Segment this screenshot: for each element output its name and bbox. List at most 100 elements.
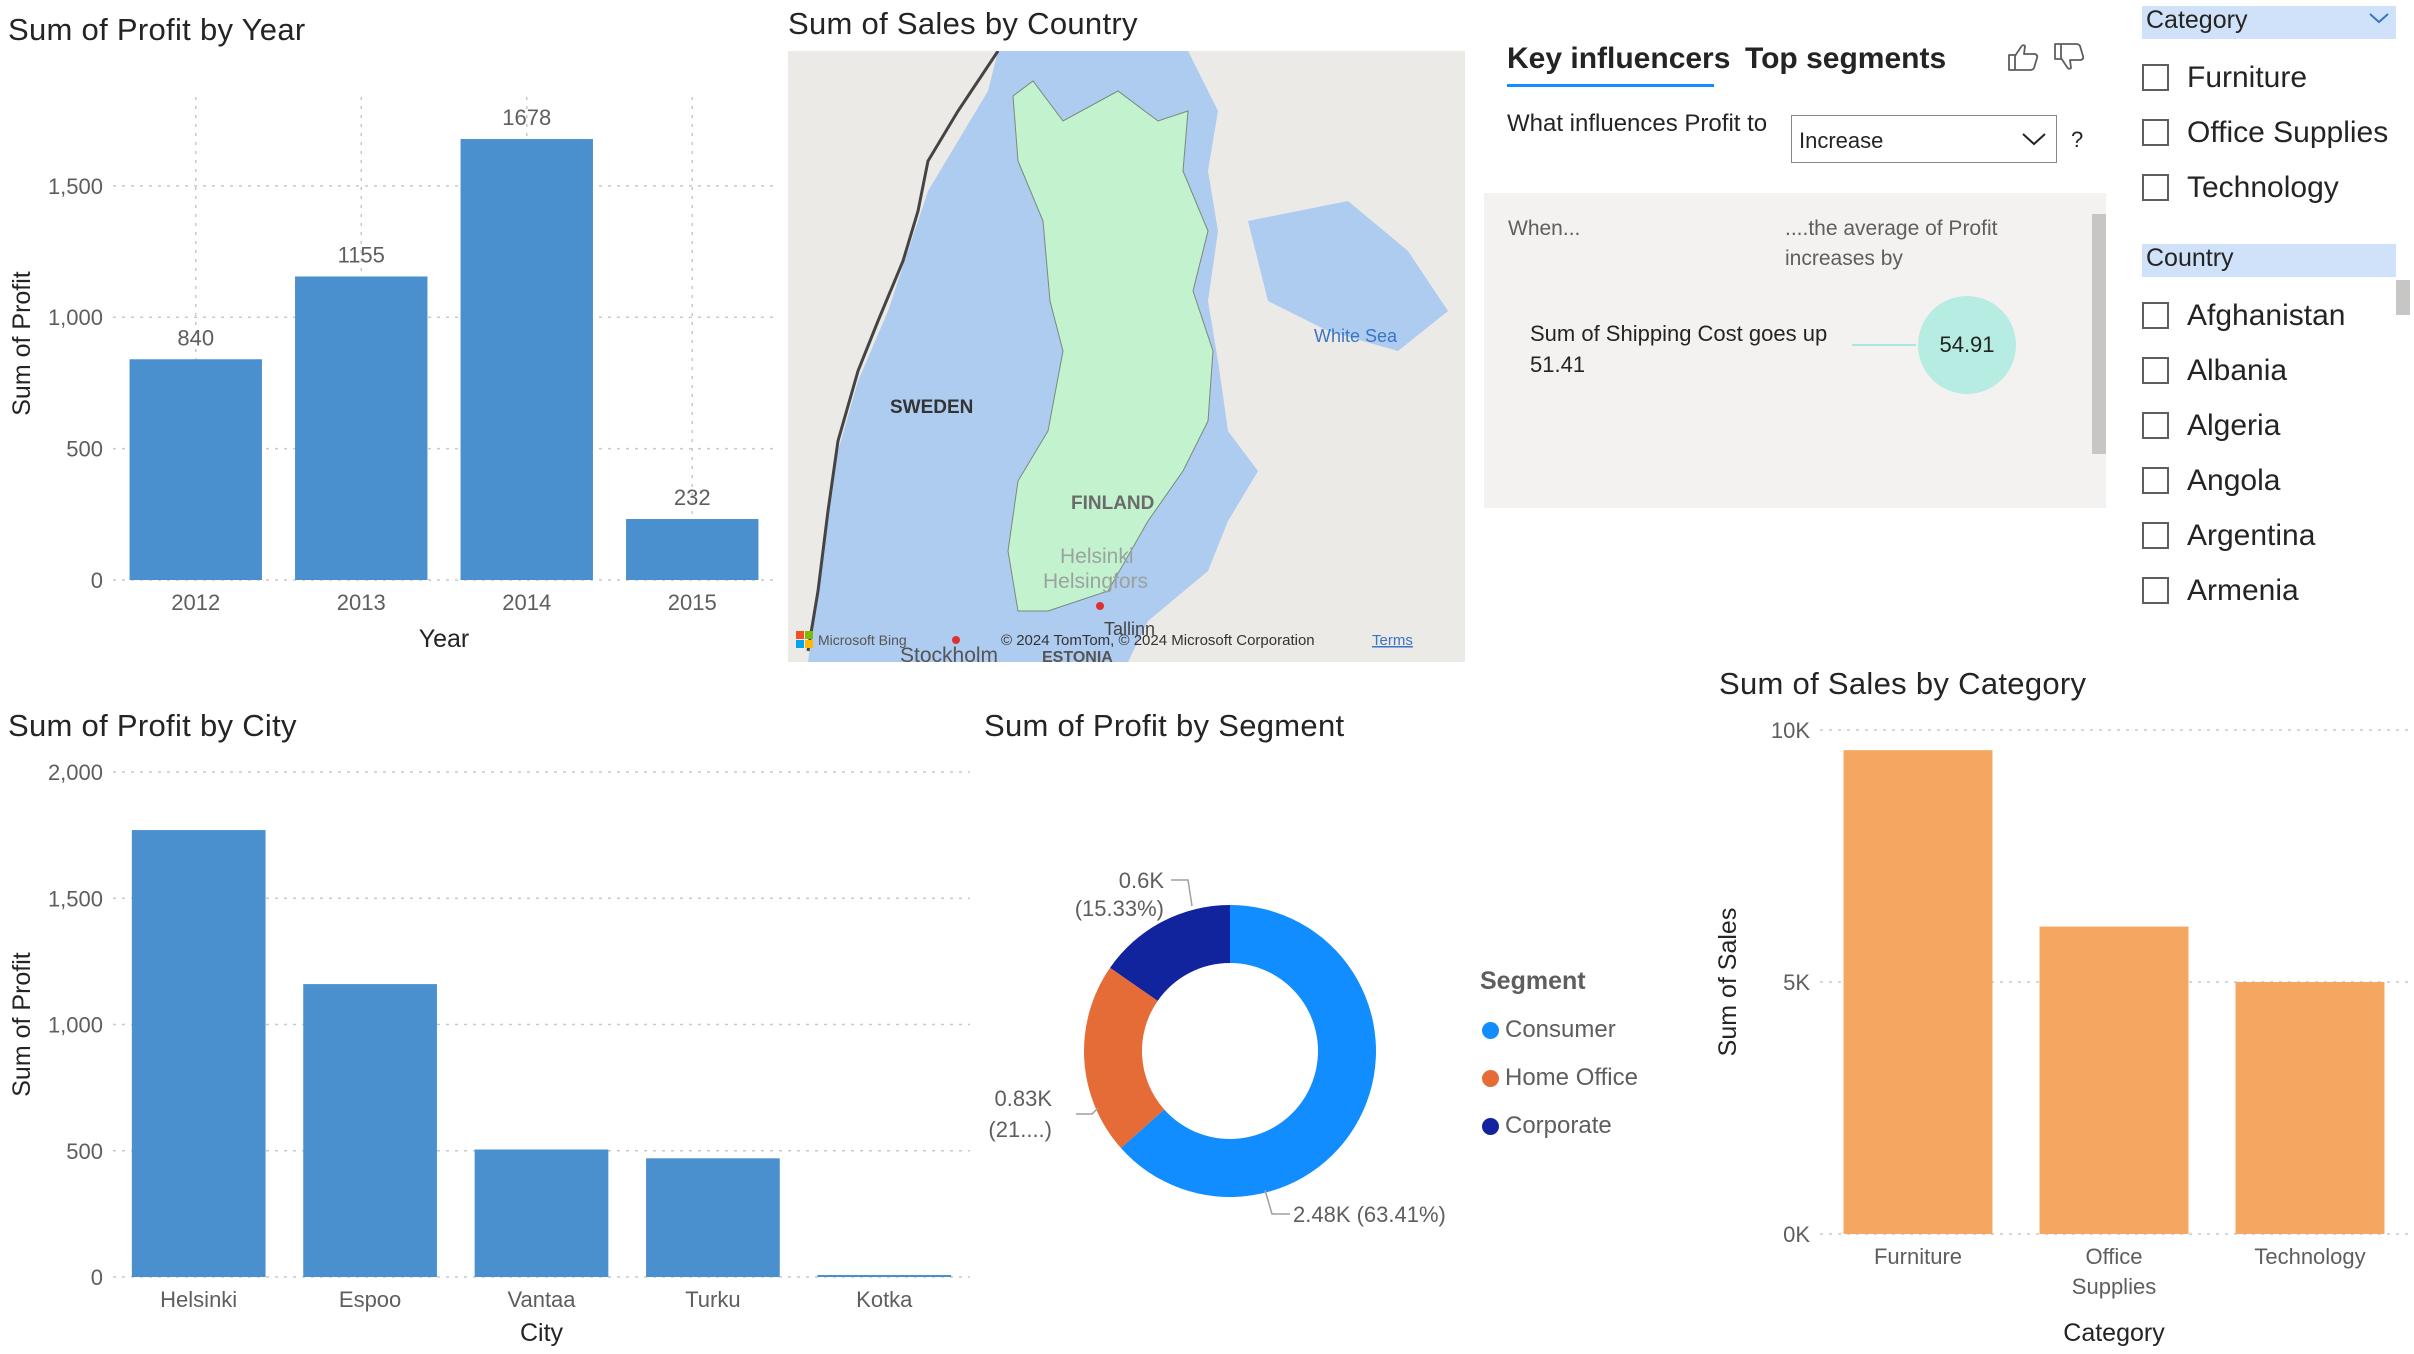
bar-2012[interactable] bbox=[129, 359, 262, 580]
donut-slice-home-office[interactable] bbox=[1084, 967, 1165, 1149]
slicer-item-label: Technology bbox=[2187, 170, 2339, 204]
slice-label-home-office-pct: (21....) bbox=[988, 1117, 1052, 1142]
y-tick-label: 1,000 bbox=[48, 1013, 103, 1038]
country-item-algeria[interactable]: Algeria bbox=[2142, 398, 2345, 453]
profit-by-city-title: Sum of Profit by City bbox=[8, 708, 297, 743]
profit-by-year-chart[interactable]: 0 500 1,000 1,500 840 2012 1155 2013 1678 2014 232… bbox=[0, 55, 780, 665]
x-tick-label: Espoo bbox=[339, 1287, 401, 1312]
ki-when-header: When... bbox=[1508, 217, 1581, 240]
bar-2014[interactable] bbox=[460, 139, 593, 580]
profit-by-city-chart[interactable]: 0 500 1,000 1,500 2,000 Helsinki Espoo Vantaa Tu… bbox=[0, 745, 980, 1350]
bar-2015[interactable] bbox=[626, 519, 759, 580]
country-item-armenia[interactable]: Armenia bbox=[2142, 563, 2345, 618]
map-terms-link[interactable]: Terms bbox=[1372, 632, 1413, 649]
bar-helsinki[interactable] bbox=[131, 830, 266, 1277]
y-tick-label: 1,500 bbox=[48, 174, 103, 199]
tab-top-segments[interactable]: Top segments bbox=[1745, 42, 1947, 75]
slicer-item-label: Argentina bbox=[2187, 518, 2316, 552]
x-tick-label: Furniture bbox=[1874, 1244, 1962, 1269]
leader-line bbox=[1076, 1107, 1099, 1115]
ki-influencer-text[interactable]: Sum of Shipping Cost goes up 51.41 bbox=[1530, 321, 1828, 377]
country-item-albania[interactable]: Albania bbox=[2142, 343, 2345, 398]
checkbox[interactable] bbox=[2142, 522, 2169, 549]
checkbox[interactable] bbox=[2142, 467, 2169, 494]
y-tick-label: 5K bbox=[1783, 970, 1810, 995]
y-tick-label: 1,500 bbox=[48, 886, 103, 911]
x-tick-label: Supplies bbox=[2072, 1274, 2156, 1299]
country-item-afghanistan[interactable]: Afghanistan bbox=[2142, 288, 2345, 343]
ki-direction-dropdown[interactable]: Increase bbox=[1791, 115, 2057, 163]
legend-item-corporate[interactable]: Corporate bbox=[1482, 1102, 1638, 1150]
country-slicer-scrollbar[interactable] bbox=[2396, 280, 2410, 315]
x-tick-label: 2014 bbox=[502, 590, 551, 615]
x-tick-label: 2015 bbox=[668, 590, 717, 615]
sales-by-country-title: Sum of Sales by Country bbox=[788, 6, 1138, 41]
data-label: 1155 bbox=[338, 242, 385, 267]
sales-by-category-chart[interactable]: 0K 5K 10K Furniture Office Supplies Technology… bbox=[1700, 700, 2414, 1354]
thumbs-up-icon[interactable] bbox=[2006, 42, 2040, 72]
y-axis-title: Sum of Profit bbox=[8, 952, 36, 1097]
country-item-argentina[interactable]: Argentina bbox=[2142, 508, 2345, 563]
map-gulf-of-bothnia bbox=[848, 349, 1058, 662]
legend-label: Consumer bbox=[1505, 1016, 1616, 1043]
ki-help-icon[interactable]: ? bbox=[2071, 127, 2084, 152]
leader-line bbox=[1264, 1189, 1290, 1215]
country-map[interactable]: SWEDEN FINLAND White Sea Helsinki Helsin… bbox=[788, 51, 1465, 662]
slice-label-corporate-pct: (15.33%) bbox=[1075, 896, 1164, 921]
map-label-white-sea: White Sea bbox=[1314, 326, 1398, 346]
x-axis-title: City bbox=[520, 1319, 564, 1347]
y-tick-label: 500 bbox=[66, 437, 103, 462]
thumbs-down-icon[interactable] bbox=[2052, 42, 2086, 72]
country-slicer: Afghanistan Albania Algeria Angola Argentina… bbox=[2142, 288, 2345, 618]
country-item-angola[interactable]: Angola bbox=[2142, 453, 2345, 508]
x-tick-label: Office bbox=[2085, 1244, 2142, 1269]
x-tick-label: 2012 bbox=[171, 590, 220, 615]
checkbox[interactable] bbox=[2142, 412, 2169, 439]
y-tick-label: 0K bbox=[1783, 1222, 1810, 1247]
checkbox[interactable] bbox=[2142, 64, 2169, 91]
bar-turku[interactable] bbox=[646, 1158, 780, 1277]
legend-label: Home Office bbox=[1505, 1064, 1638, 1091]
legend-item-consumer[interactable]: Consumer bbox=[1482, 1006, 1638, 1054]
map-land-sweden bbox=[788, 51, 998, 662]
category-item-technology[interactable]: Technology bbox=[2142, 160, 2388, 215]
bar-kotka[interactable] bbox=[817, 1274, 952, 1277]
checkbox[interactable] bbox=[2142, 302, 2169, 329]
category-item-furniture[interactable]: Furniture bbox=[2142, 50, 2388, 105]
slicer-item-label: Office Supplies bbox=[2187, 115, 2389, 149]
map-label-tallinn: Tallinn bbox=[1104, 619, 1155, 639]
checkbox[interactable] bbox=[2142, 357, 2169, 384]
map-label-helsingfors: Helsingfors bbox=[1043, 570, 1148, 593]
bar-2013[interactable] bbox=[295, 276, 428, 580]
checkbox[interactable] bbox=[2142, 577, 2169, 604]
map-finland-region[interactable] bbox=[1007, 80, 1214, 612]
x-tick-label: Technology bbox=[2254, 1244, 2365, 1269]
x-tick-label: Helsinki bbox=[160, 1287, 237, 1312]
bar-vantaa[interactable] bbox=[474, 1149, 609, 1277]
category-item-office-supplies[interactable]: Office Supplies bbox=[2142, 105, 2388, 160]
segment-legend: Consumer Home Office Corporate bbox=[1482, 1006, 1638, 1150]
x-tick-label: Kotka bbox=[856, 1287, 913, 1312]
bing-logo-icon bbox=[796, 631, 804, 639]
tab-key-influencers[interactable]: Key influencers bbox=[1507, 42, 1731, 75]
bar-espoo[interactable] bbox=[303, 984, 437, 1277]
legend-item-home-office[interactable]: Home Office bbox=[1482, 1054, 1638, 1102]
map-land-russia bbox=[1128, 51, 1465, 662]
bar-office-supplies[interactable] bbox=[2039, 926, 2189, 1234]
profit-by-segment-donut[interactable]: 2.48K (63.41%) 0.83K (21....) 0.6K (15.33%) bbox=[980, 860, 1460, 1250]
data-label: 1678 bbox=[502, 105, 551, 130]
ki-influence-bubble[interactable]: 54.91 bbox=[1918, 296, 2016, 394]
donut-slice-consumer[interactable] bbox=[1120, 905, 1376, 1197]
bar-technology[interactable] bbox=[2235, 982, 2385, 1234]
slicer-item-label: Furniture bbox=[2187, 60, 2308, 94]
leader-line bbox=[1171, 879, 1193, 907]
slicer-item-label: Albania bbox=[2187, 353, 2288, 387]
map-label-stockholm: Stockholm bbox=[900, 644, 998, 662]
checkbox[interactable] bbox=[2142, 119, 2169, 146]
checkbox[interactable] bbox=[2142, 174, 2169, 201]
donut-slice-corporate[interactable] bbox=[1110, 905, 1230, 1001]
bar-furniture[interactable] bbox=[1843, 750, 1993, 1234]
ki-scrollbar[interactable] bbox=[2092, 214, 2106, 454]
map-label-finland: FINLAND bbox=[1071, 493, 1154, 514]
chevron-down-icon[interactable] bbox=[2368, 10, 2390, 26]
